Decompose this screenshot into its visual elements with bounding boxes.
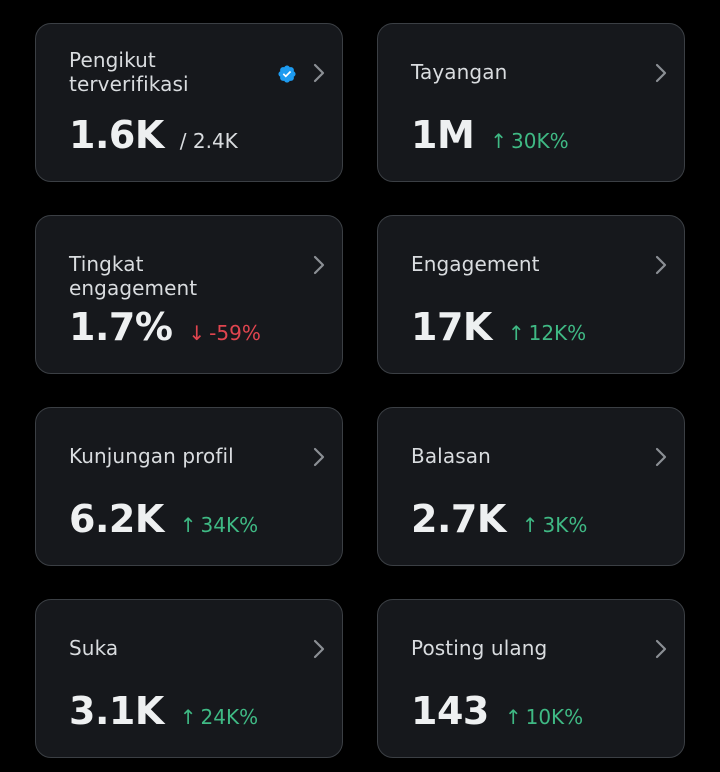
value-row: 143 ↑ 10K% (411, 689, 583, 733)
card-title: Pengikut terverifikasi (69, 48, 189, 96)
metric-value: 1M (411, 113, 475, 157)
metric-delta: ↑ 3K% (522, 513, 588, 537)
card-title: Engagement (411, 252, 540, 276)
metric-value: 2.7K (411, 497, 506, 541)
delta-value: 12K% (528, 321, 587, 345)
delta-value: 34K% (200, 513, 259, 537)
delta-value: 24K% (200, 705, 259, 729)
value-row: 2.7K ↑ 3K% (411, 497, 587, 541)
card-title: Suka (69, 636, 119, 660)
metric-value: 17K (411, 305, 492, 349)
delta-value: 30K% (511, 129, 569, 153)
value-row: 17K ↑ 12K% (411, 305, 586, 349)
arrow-up-icon: ↑ (507, 321, 525, 345)
card-impressions[interactable]: Tayangan 1M ↑ 30K% (377, 23, 685, 182)
arrow-up-icon: ↑ (521, 513, 539, 537)
chevron-right-icon[interactable] (654, 254, 668, 276)
card-profile-visits[interactable]: Kunjungan profil 6.2K ↑ 34K% (35, 407, 343, 566)
card-engagements[interactable]: Engagement 17K ↑ 12K% (377, 215, 685, 374)
card-engagement-rate[interactable]: Tingkat engagement 1.7% ↓ -59% (35, 215, 343, 374)
card-title: Tayangan (411, 60, 508, 84)
metric-delta: ↑ 30K% (490, 129, 568, 153)
chevron-right-icon[interactable] (312, 446, 326, 468)
chevron-right-icon[interactable] (654, 62, 668, 84)
card-title: Posting ulang (411, 636, 548, 660)
metric-delta: ↑ 10K% (505, 705, 583, 729)
chevron-right-icon[interactable] (312, 638, 326, 660)
metric-delta: ↑ 24K% (180, 705, 258, 729)
chevron-right-icon[interactable] (312, 62, 326, 84)
arrow-down-icon: ↓ (188, 321, 206, 345)
metric-delta: ↑ 34K% (180, 513, 258, 537)
value-row: 6.2K ↑ 34K% (69, 497, 258, 541)
card-title: Kunjungan profil (69, 444, 234, 468)
arrow-up-icon: ↑ (490, 129, 508, 153)
card-replies[interactable]: Balasan 2.7K ↑ 3K% (377, 407, 685, 566)
value-row: 1M ↑ 30K% (411, 113, 569, 157)
delta-value: 3K% (542, 513, 588, 537)
metric-total: / 2.4K (179, 129, 238, 153)
card-title: Balasan (411, 444, 491, 468)
card-title: Tingkat engagement (69, 252, 198, 300)
value-row: 1.6K / 2.4K (69, 113, 238, 157)
chevron-right-icon[interactable] (654, 638, 668, 660)
chevron-right-icon[interactable] (312, 254, 326, 276)
value-row: 3.1K ↑ 24K% (69, 689, 258, 733)
arrow-up-icon: ↑ (179, 705, 197, 729)
metric-value: 143 (411, 689, 489, 733)
card-verified-followers[interactable]: Pengikut terverifikasi 1.6K / 2.4K (35, 23, 343, 182)
card-reposts[interactable]: Posting ulang 143 ↑ 10K% (377, 599, 685, 758)
delta-value: 10K% (525, 705, 584, 729)
metric-value: 1.7% (69, 305, 173, 349)
arrow-up-icon: ↑ (179, 513, 197, 537)
delta-value: -59% (209, 321, 261, 345)
arrow-up-icon: ↑ (504, 705, 522, 729)
metric-value: 6.2K (69, 497, 164, 541)
verified-badge-icon (278, 65, 296, 83)
metric-delta: ↑ 12K% (508, 321, 586, 345)
analytics-grid: Pengikut terverifikasi 1.6K / 2.4K Tayan… (35, 23, 685, 758)
chevron-right-icon[interactable] (654, 446, 668, 468)
metric-delta: ↓ -59% (188, 321, 260, 345)
value-row: 1.7% ↓ -59% (69, 305, 261, 349)
metric-value: 3.1K (69, 689, 164, 733)
card-likes[interactable]: Suka 3.1K ↑ 24K% (35, 599, 343, 758)
metric-value: 1.6K (69, 113, 164, 157)
